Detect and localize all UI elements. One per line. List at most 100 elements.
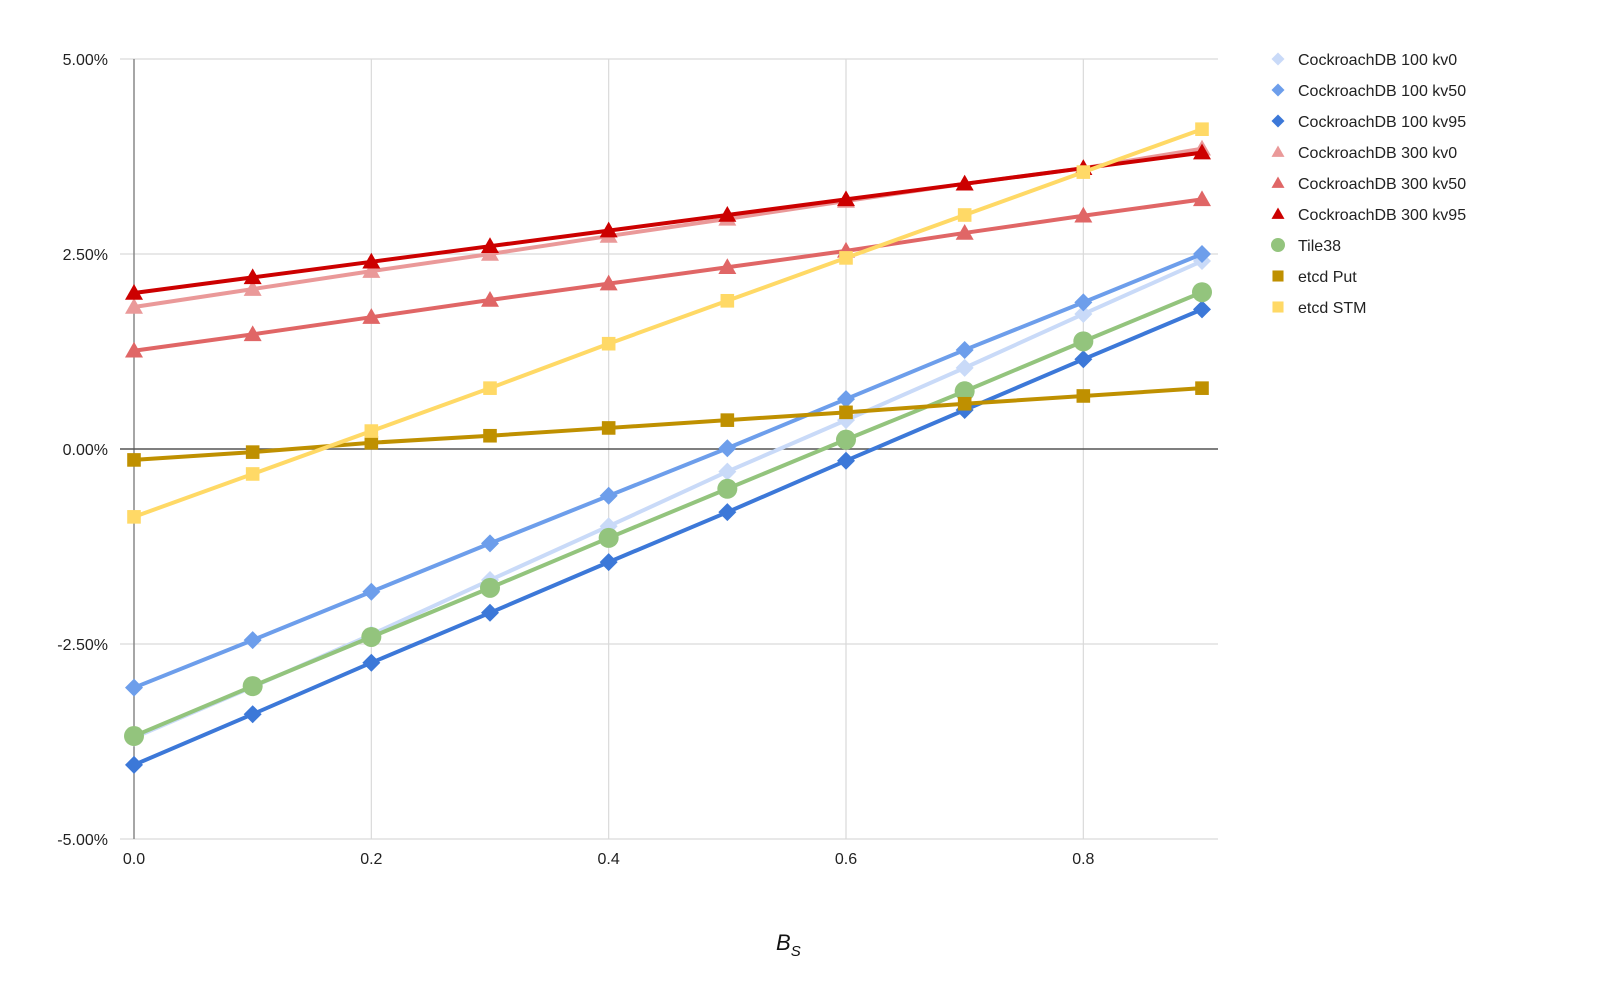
triangle-marker [599,274,618,291]
triangle-marker [243,325,262,342]
square-marker [1076,165,1091,179]
diamond-marker [599,486,618,505]
x-tick-label: 0.8 [1072,851,1094,868]
y-tick-label: -5.00% [57,832,108,849]
series-cockroachdb-100-kv95 [125,300,1211,774]
circle-marker [480,577,500,598]
square-marker [245,467,260,481]
y-axis-ticks: 5.00% 2.50% 0.00% -2.50% -5.00% [57,52,108,849]
diamond-marker [718,462,737,481]
triangle-marker [955,174,974,191]
triangle-marker [125,341,143,358]
diamond-marker [837,451,855,470]
series-line [133,127,1203,519]
series-line [133,307,1203,767]
legend-label: CockroachDB 300 kv95 [1298,207,1466,224]
triangle-marker [362,252,381,269]
y-tick-label: -2.50% [57,637,108,654]
legend-item: CockroachDB 300 kv0 [1271,145,1457,162]
triangle-marker [362,308,381,324]
series-line [133,150,1203,295]
triangle-marker [1074,206,1093,223]
series-tile38 [124,282,1212,747]
x-tick-label: 0.2 [360,851,382,868]
triangle-marker [362,262,381,278]
legend-item: etcd STM [1272,300,1366,317]
circle-marker [1073,331,1094,352]
y-tick-label: 2.50% [63,247,108,264]
square-marker [364,424,379,438]
legend-label: CockroachDB 300 kv50 [1298,176,1466,193]
x-axis-ticks: 0.0 0.2 0.4 0.6 0.8 [123,851,1095,868]
diamond-marker [362,582,381,601]
triangle-marker [243,268,262,285]
square-marker [1195,381,1209,395]
legend: CockroachDB 100 kv0 CockroachDB 100 kv50 C… [1271,52,1466,317]
series-etcd-put [127,381,1209,467]
legend-label: Tile38 [1298,238,1341,255]
diamond-marker [1271,114,1285,128]
diamond-marker [718,503,737,522]
square-marker [364,435,379,450]
triangle-marker [718,258,737,275]
legend-item: CockroachDB 300 kv50 [1271,176,1466,193]
y-tick-label: 5.00% [63,52,108,69]
triangle-marker [243,280,262,296]
series-line [133,252,1203,690]
triangle-marker [1271,145,1285,157]
triangle-marker [1271,207,1285,219]
diamond-marker [1271,52,1285,66]
square-marker [1195,122,1209,136]
x-tick-label: 0.4 [598,851,620,868]
series-line [133,290,1203,738]
diamond-marker [718,439,737,458]
circle-marker [124,726,144,747]
series-etcd-stm [127,122,1209,524]
legend-label: CockroachDB 100 kv0 [1298,52,1457,69]
diamond-marker [481,534,499,553]
triangle-marker [481,291,499,307]
square-marker [601,421,616,435]
square-marker [601,336,616,351]
triangle-marker [599,221,618,238]
diamond-marker [243,631,262,650]
square-marker [957,396,972,411]
diamond-marker [599,553,618,572]
diamond-marker [1271,83,1285,97]
series-line [133,386,1203,462]
square-marker [839,251,853,265]
diamond-marker [1193,245,1211,263]
diamond-marker [362,653,381,672]
legend-item: CockroachDB 100 kv0 [1271,52,1457,69]
square-marker [1272,270,1284,282]
diamond-marker [243,705,262,724]
triangle-marker [837,190,855,207]
triangle-marker [955,223,974,240]
legend-label: CockroachDB 100 kv95 [1298,114,1466,131]
circle-marker [954,381,975,402]
series-line [133,197,1203,353]
circle-marker [717,478,738,499]
legend-label: CockroachDB 300 kv0 [1298,145,1457,162]
legend-item: Tile38 [1271,238,1341,255]
square-marker [720,294,735,308]
circle-marker [1271,238,1285,252]
square-marker [483,428,497,443]
series-lines [124,122,1212,774]
diamond-marker [955,340,974,359]
diamond-marker [1074,293,1093,312]
square-marker [245,445,260,459]
diamond-marker [481,603,499,622]
x-tick-label: 0.6 [835,851,857,868]
circle-marker [242,676,263,697]
x-tick-label: 0.0 [123,851,145,868]
square-marker [127,510,141,524]
series-cockroachdb-300-kv95 [125,143,1211,300]
diamond-marker [125,755,143,774]
circle-marker [598,527,619,548]
series-line [133,259,1203,740]
x-axis-label: BS [776,930,801,960]
circle-marker [836,429,856,450]
triangle-marker [125,298,143,314]
legend-item: CockroachDB 100 kv95 [1271,114,1466,131]
